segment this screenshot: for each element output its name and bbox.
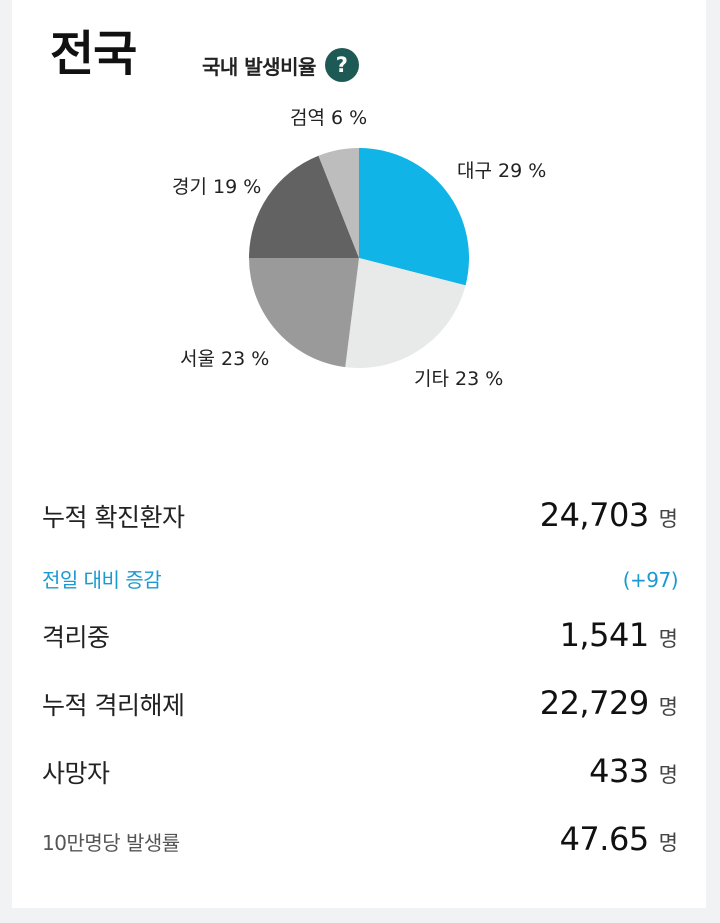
pie-slices [249, 148, 470, 368]
unit-label: 명 [658, 763, 678, 787]
isolating-value: 1,541 [559, 616, 650, 654]
released-value: 22,729 [539, 684, 649, 722]
pie-slice-quarantine [318, 148, 359, 258]
unit-label: 명 [658, 507, 678, 531]
deaths-value: 433 [589, 752, 649, 790]
delta-value: (+97) [622, 568, 679, 592]
stats-list: 누적 확진환자 24,703 명 전일 대비 증감 (+97) 격리중 1,54… [42, 496, 679, 888]
slice-label-seoul: 서울 23 % [180, 348, 270, 370]
isolating-label: 격리중 [42, 623, 110, 652]
stat-row-total: 누적 확진환자 24,703 명 [42, 496, 678, 564]
rate-label: 10만명당 발생률 [42, 831, 180, 855]
page-title: 전국 [50, 26, 137, 82]
stat-row-rate: 10만명당 발생률 47.65 명 [42, 820, 678, 888]
deaths-label: 사망자 [42, 759, 110, 788]
slice-label-daegu: 대구 29 % [457, 160, 547, 182]
pie-slice-seoul [249, 258, 359, 368]
stat-row-deaths: 사망자 433 명 [42, 752, 678, 820]
total-value-group: 24,703 명 [540, 496, 678, 534]
unit-label: 명 [658, 695, 678, 719]
slice-label-etc: 기타 23 % [414, 368, 504, 390]
rate-value: 47.65 [559, 820, 650, 858]
pie-chart [249, 148, 470, 368]
rate-value-group: 47.65 명 [560, 820, 678, 858]
ratio-header: 국내 발생비율 ? [202, 48, 359, 82]
slice-label-quarantine: 검역 6 % [290, 107, 368, 129]
deaths-value-group: 433 명 [589, 752, 678, 790]
unit-label: 명 [658, 627, 678, 651]
pie-slice-daegu [359, 148, 470, 286]
total-label: 누적 확진환자 [42, 503, 185, 532]
help-icon[interactable]: ? [324, 48, 359, 82]
stat-row-released: 누적 격리해제 22,729 명 [42, 684, 678, 752]
released-label: 누적 격리해제 [42, 691, 185, 720]
stat-row-isolating: 격리중 1,541 명 [42, 616, 678, 684]
ratio-title: 국내 발생비율 [202, 54, 316, 79]
delta-label: 전일 대비 증감 [42, 568, 162, 592]
slice-label-gyeonggi: 경기 19 % [172, 176, 262, 198]
pie-slice-gyeonggi [249, 155, 359, 258]
unit-label: 명 [658, 831, 678, 855]
pie-slice-etc [345, 258, 466, 368]
stats-card: 전국 국내 발생비율 ? 대구 29 % 기타 23 % 서울 23 % 경기 … [12, 0, 706, 908]
total-value: 24,703 [539, 496, 649, 534]
stat-row-delta: 전일 대비 증감 (+97) [42, 564, 679, 616]
isolating-value-group: 1,541 명 [560, 616, 678, 654]
released-value-group: 22,729 명 [540, 684, 678, 722]
